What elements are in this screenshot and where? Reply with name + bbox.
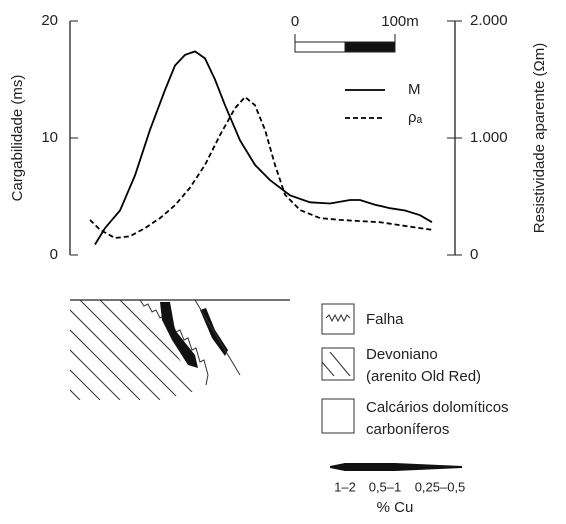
y-tick-label: 10 [41, 129, 58, 146]
legend-text: Calcários dolomíticos [366, 399, 509, 416]
y2-tick-label: 1.000 [470, 129, 508, 146]
y2-axis-label: Resistividade aparente (Ωm) [531, 43, 548, 233]
cu-grade: 0,5–1 [369, 479, 402, 494]
legend-text: (arenito Old Red) [366, 368, 481, 385]
legend-label: M [408, 81, 421, 98]
cu-grade: 0,25–0,5 [415, 479, 466, 494]
series-line [89, 95, 433, 239]
legend-fault [325, 313, 351, 323]
legend-text: carboníferos [366, 421, 449, 438]
legend-text: Falha [366, 311, 404, 328]
cu-grade: 1–2 [334, 479, 356, 494]
legend-label: ρₐ [408, 109, 423, 126]
legend-text: Devoniano [366, 346, 438, 363]
y-axis-label: Cargabilidade (ms) [9, 75, 26, 202]
cu-title: % Cu [377, 499, 414, 516]
scale-bar-white [294, 41, 346, 53]
y-tick-label: 20 [41, 12, 58, 29]
ore-body [160, 302, 198, 368]
y2-tick-label: 2.000 [470, 12, 508, 29]
y2-tick-label: 0 [470, 246, 478, 263]
y-tick-label: 0 [50, 246, 58, 263]
cu-bar [330, 463, 462, 471]
legend-hatch [321, 361, 335, 377]
series-line [94, 50, 433, 245]
scale-label: 0 [291, 13, 299, 30]
devonian-hatch [70, 300, 200, 400]
legend-hatch [329, 351, 351, 377]
legend-box [321, 303, 355, 335]
legend-box [321, 398, 355, 434]
vein [194, 299, 241, 376]
scale-label: 100m [381, 13, 419, 30]
scale-bar-black [344, 41, 396, 53]
